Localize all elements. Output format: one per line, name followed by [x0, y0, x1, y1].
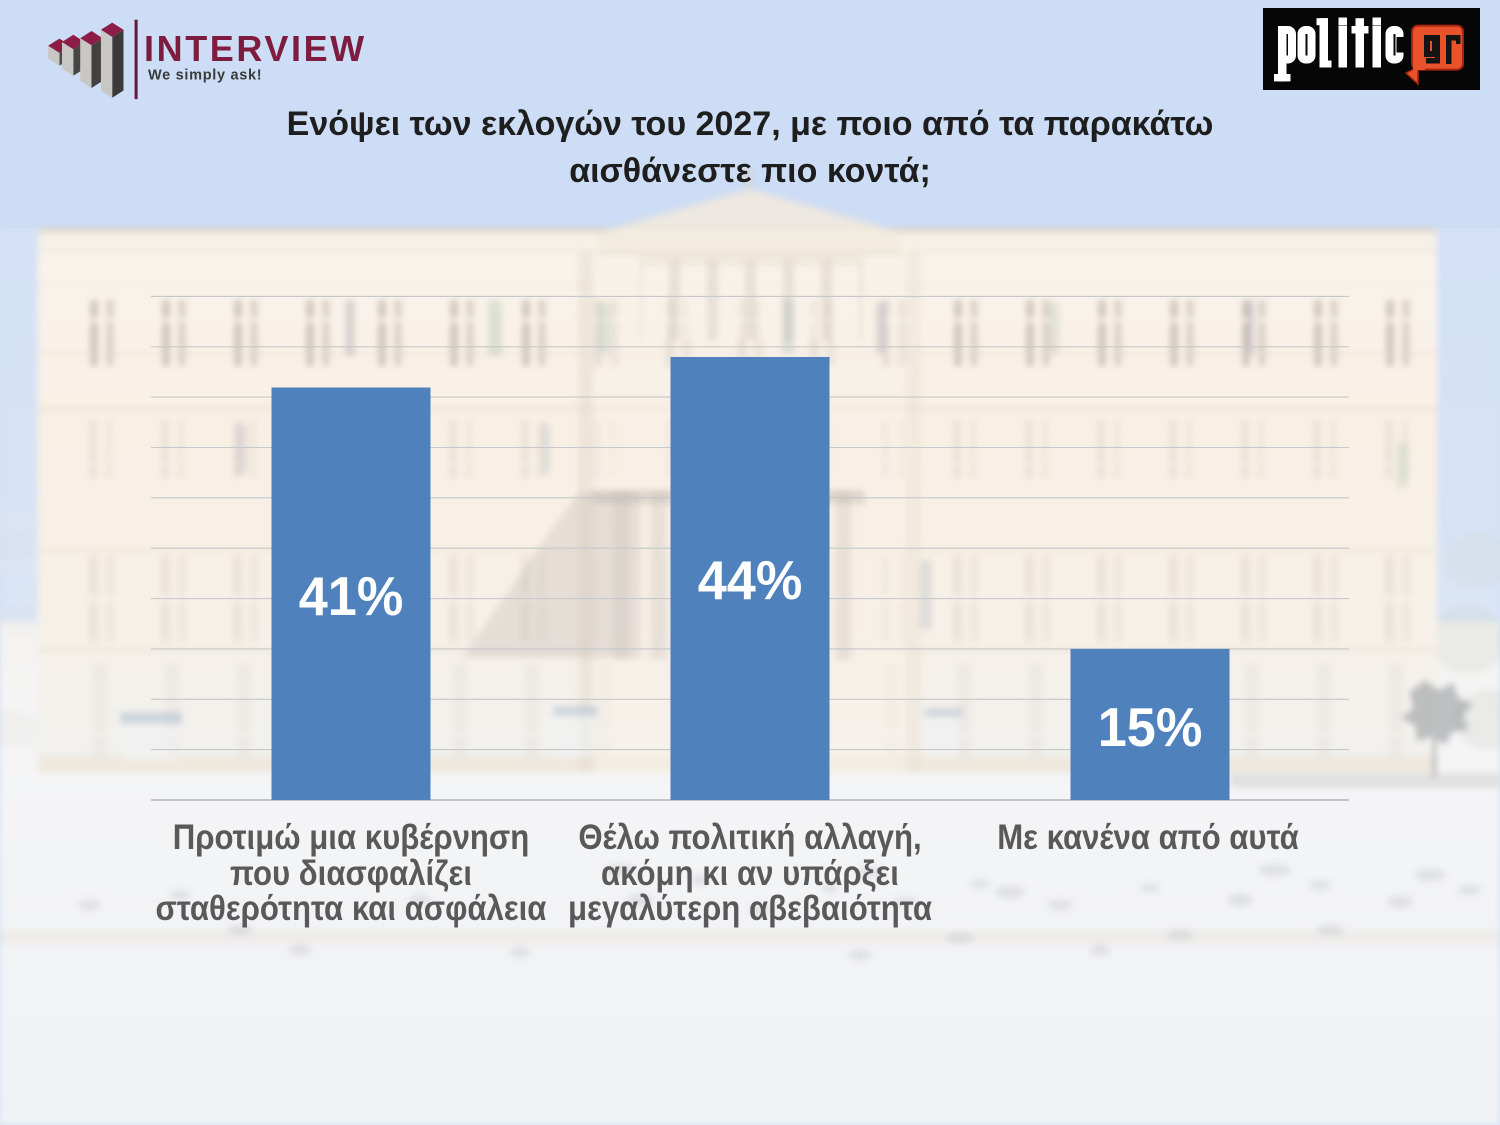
svg-text:We simply ask!: We simply ask! — [148, 68, 262, 84]
svg-text:INTERVIEW: INTERVIEW — [144, 28, 367, 69]
